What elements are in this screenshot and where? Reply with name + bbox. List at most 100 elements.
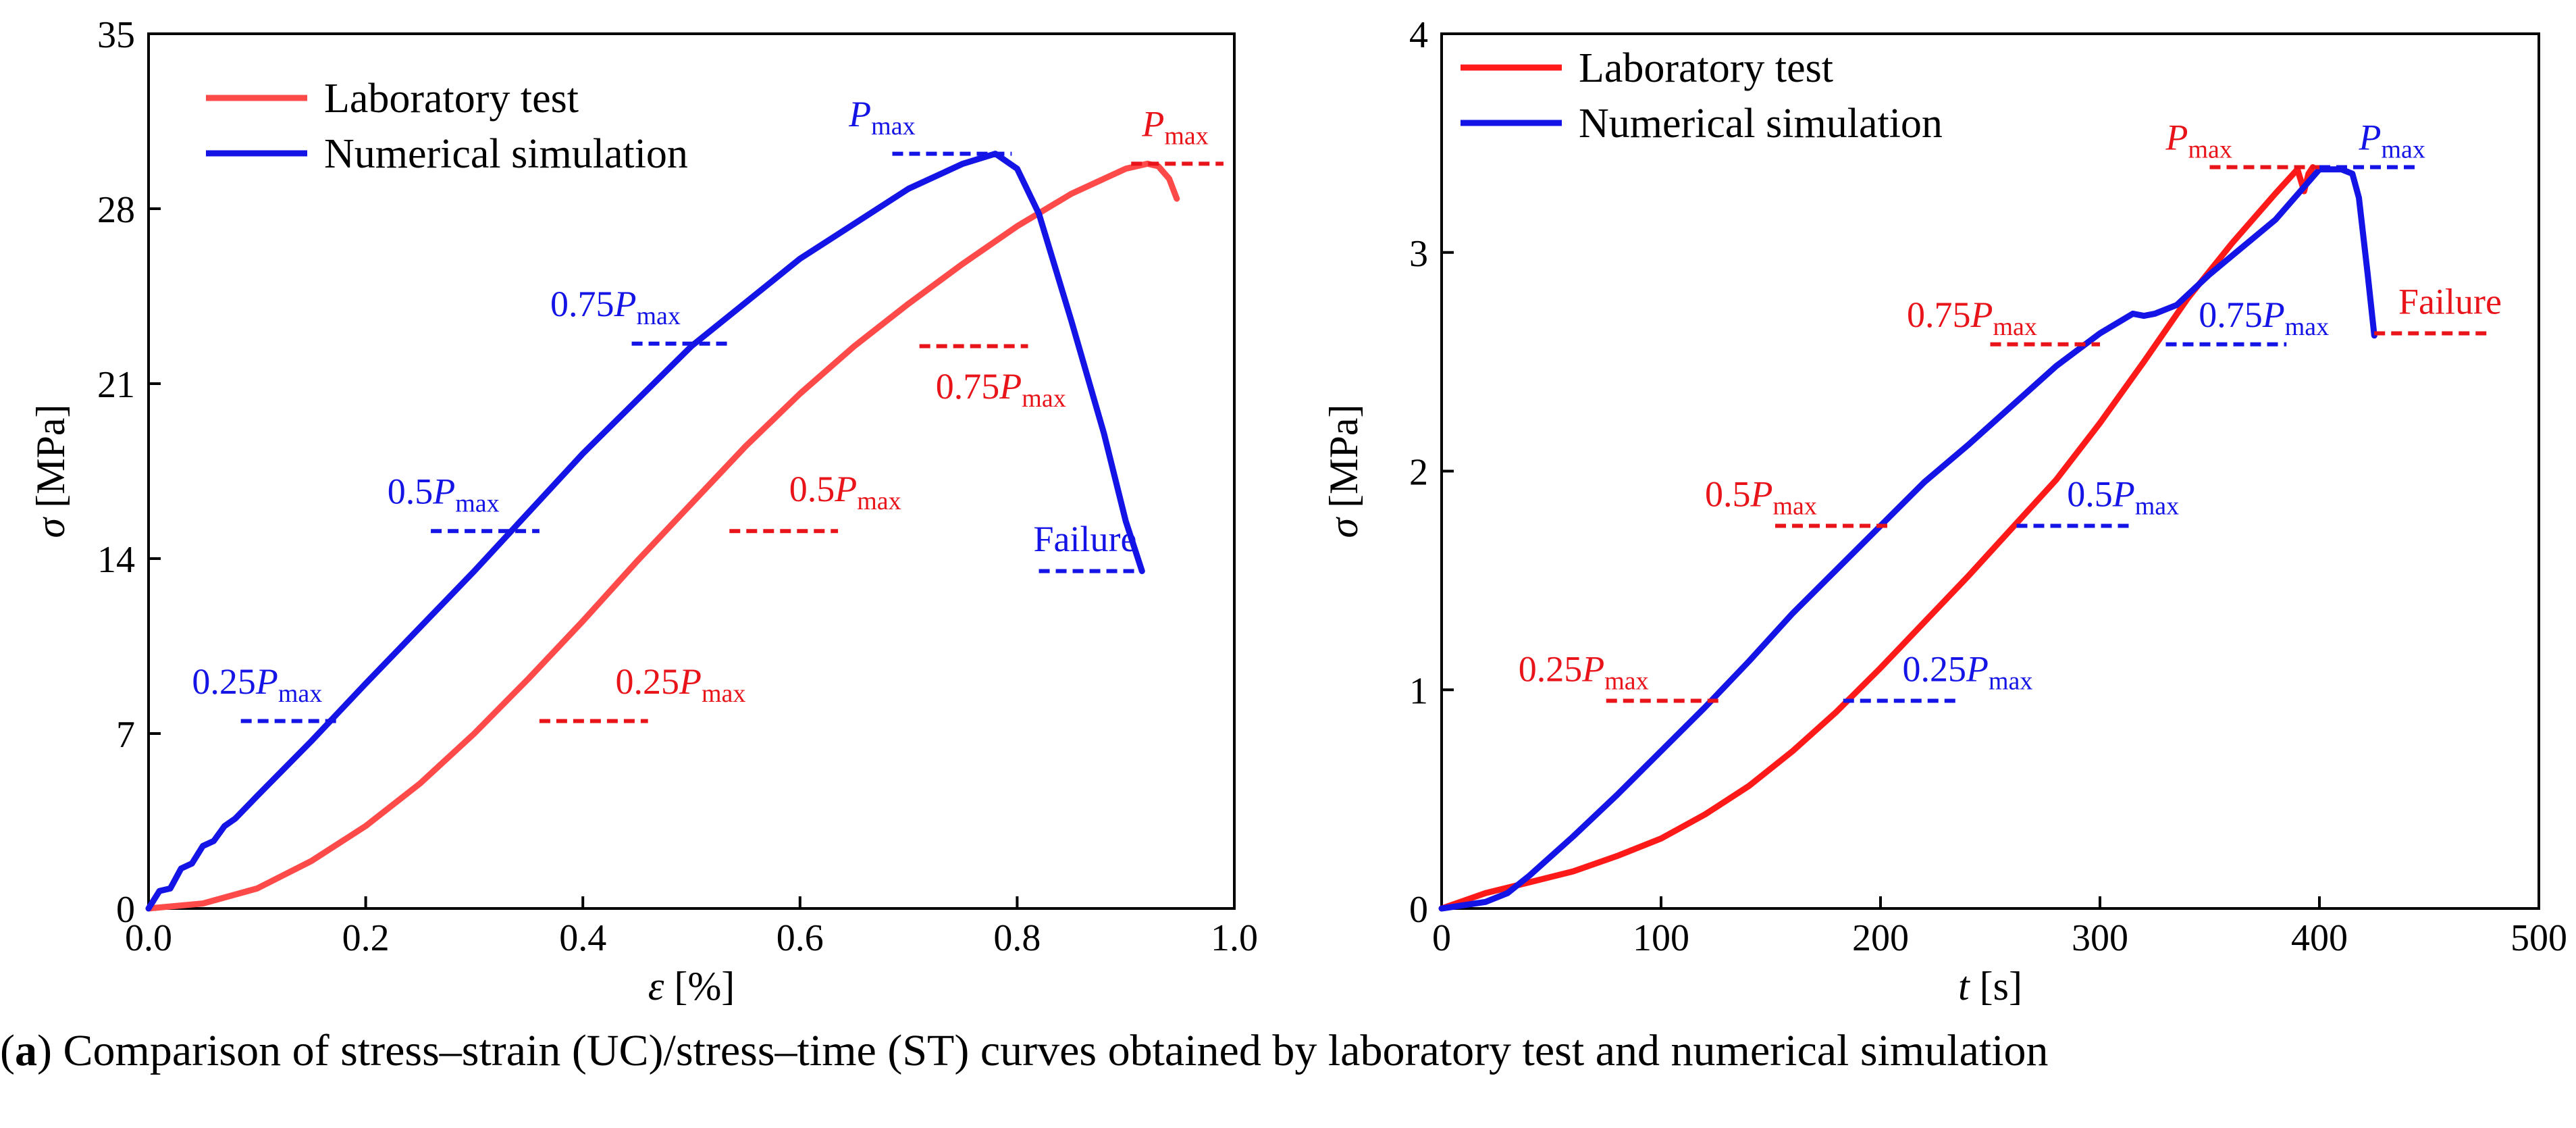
annotation-coef: 0.5 (2067, 473, 2113, 514)
annotation-label: 0.25Pmax (192, 661, 322, 708)
annotation-coef: 0.75 (1907, 294, 1971, 335)
y-tick-label: 4 (1409, 14, 1428, 56)
y-tick-label: 3 (1409, 233, 1428, 275)
annotation-p: P (1966, 648, 1989, 689)
y-tick-label: 28 (97, 189, 135, 231)
y-tick-label: 14 (97, 539, 135, 581)
caption-text: Comparison of stress–strain (UC)/stress–… (63, 1026, 2049, 1075)
annotation-label: Failure (2398, 281, 2502, 322)
plot-frame (1440, 32, 2540, 910)
annotation-coef: 0.5 (388, 471, 433, 512)
numerical-simulation-line (1438, 166, 2377, 912)
annotation-subscript: max (1604, 667, 1648, 695)
annotation-label: 0.25Pmax (1519, 648, 1649, 695)
x-tick-label: 0.2 (342, 917, 390, 959)
annotation-label: Pmax (2165, 118, 2232, 164)
x-axis-unit: [s] (1970, 964, 2022, 1008)
annotation-text: Failure (2398, 281, 2502, 322)
annotation-subscript: max (702, 680, 745, 708)
annotation-subscript: max (455, 490, 499, 518)
annotation-label: Pmax (848, 94, 915, 140)
annotation-coef: 0.25 (192, 661, 256, 702)
annotation-label: Pmax (1141, 104, 1208, 151)
x-tick-label: 200 (1852, 917, 1909, 959)
annotation-subscript: max (2135, 492, 2179, 520)
annotation-label: 0.25Pmax (615, 661, 745, 708)
annotation-p: P (2359, 118, 2382, 158)
x-tick-label: 0.0 (125, 917, 172, 959)
annotation-p: P (2165, 118, 2188, 158)
x-tick-label: 0.4 (559, 917, 606, 959)
y-axis-label: σ [MPa] (1321, 405, 1366, 538)
x-tick-label: 500 (2511, 917, 2567, 959)
annotation-label: 0.75Pmax (2199, 294, 2329, 341)
y-tick-label: 0 (116, 889, 135, 931)
annotation-p: P (2262, 294, 2285, 335)
legend-simulation-label: Numerical simulation (324, 131, 688, 177)
x-axis-label: t [s] (1958, 964, 2022, 1008)
x-tick-label: 0.6 (777, 917, 824, 959)
annotation-coef: 0.75 (2199, 294, 2263, 335)
y-tick-label: 0 (1409, 889, 1428, 931)
legend-laboratory-label: Laboratory test (324, 76, 579, 122)
x-axis-symbol: ε (648, 964, 664, 1008)
caption-label: a (14, 1026, 37, 1075)
annotation-p: P (1141, 104, 1164, 145)
annotation-subscript: max (871, 112, 915, 140)
annotation-subscript: max (1989, 667, 2032, 695)
annotation-p: P (432, 471, 455, 512)
annotation-coef: 0.25 (1903, 648, 1967, 689)
annotation-p: P (1970, 294, 1993, 335)
annotation-coef: 0.25 (1519, 648, 1583, 689)
plot-frame (147, 32, 1236, 910)
laboratory-test-line (145, 160, 1180, 912)
x-axis-label: ε [%] (648, 964, 735, 1008)
annotation-label: 0.5Pmax (789, 469, 901, 515)
annotation-text: Failure (1034, 519, 1137, 559)
annotation-subscript: max (1773, 492, 1817, 520)
annotation-p: P (834, 469, 857, 509)
annotation-label: Pmax (2359, 118, 2425, 164)
numerical-simulation-line (145, 151, 1145, 912)
annotation-subscript: max (278, 680, 322, 708)
annotation-label: 0.5Pmax (2067, 473, 2179, 520)
legend-laboratory-label: Laboratory test (1579, 45, 1833, 91)
annotation-subscript: max (2382, 136, 2425, 164)
annotation-label: 0.75Pmax (550, 284, 681, 330)
y-tick-label: 35 (97, 14, 135, 56)
y-axis-label: σ [MPa] (28, 405, 73, 538)
annotation-subscript: max (2188, 136, 2232, 164)
y-axis-unit: [MPa] (28, 405, 73, 518)
annotation-p: P (1581, 648, 1604, 689)
annotation-coef: 0.75 (936, 366, 1000, 407)
y-tick-label: 21 (97, 364, 135, 406)
annotation-p: P (255, 661, 278, 702)
annotation-subscript: max (1022, 384, 1066, 413)
laboratory-test-line (1438, 164, 2316, 912)
figure-caption: (a) Comparison of stress–strain (UC)/str… (0, 1026, 2049, 1075)
x-tick-label: 0 (1432, 917, 1451, 959)
y-tick-label: 7 (116, 714, 135, 756)
x-tick-label: 1.0 (1211, 917, 1258, 959)
annotation-label: Failure (1034, 519, 1137, 559)
annotation-coef: 0.5 (789, 469, 835, 509)
x-tick-label: 300 (2072, 917, 2128, 959)
annotation-label: 0.75Pmax (936, 366, 1066, 413)
annotation-p: P (2112, 473, 2135, 514)
annotation-subscript: max (2285, 313, 2329, 341)
legend-simulation-label: Numerical simulation (1579, 101, 1943, 147)
y-tick-label: 1 (1409, 670, 1428, 712)
annotation-coef: 0.25 (615, 661, 679, 702)
annotation-p: P (613, 284, 636, 324)
annotation-subscript: max (636, 302, 680, 330)
annotation-label: 0.5Pmax (388, 471, 500, 518)
y-tick-label: 2 (1409, 452, 1428, 494)
annotation-label: 0.5Pmax (1705, 473, 1817, 520)
x-tick-label: 100 (1633, 917, 1689, 959)
y-axis-symbol: σ (1321, 516, 1366, 538)
annotation-subscript: max (1993, 313, 2037, 341)
x-tick-label: 400 (2291, 917, 2348, 959)
x-axis-symbol: t (1958, 964, 1970, 1008)
